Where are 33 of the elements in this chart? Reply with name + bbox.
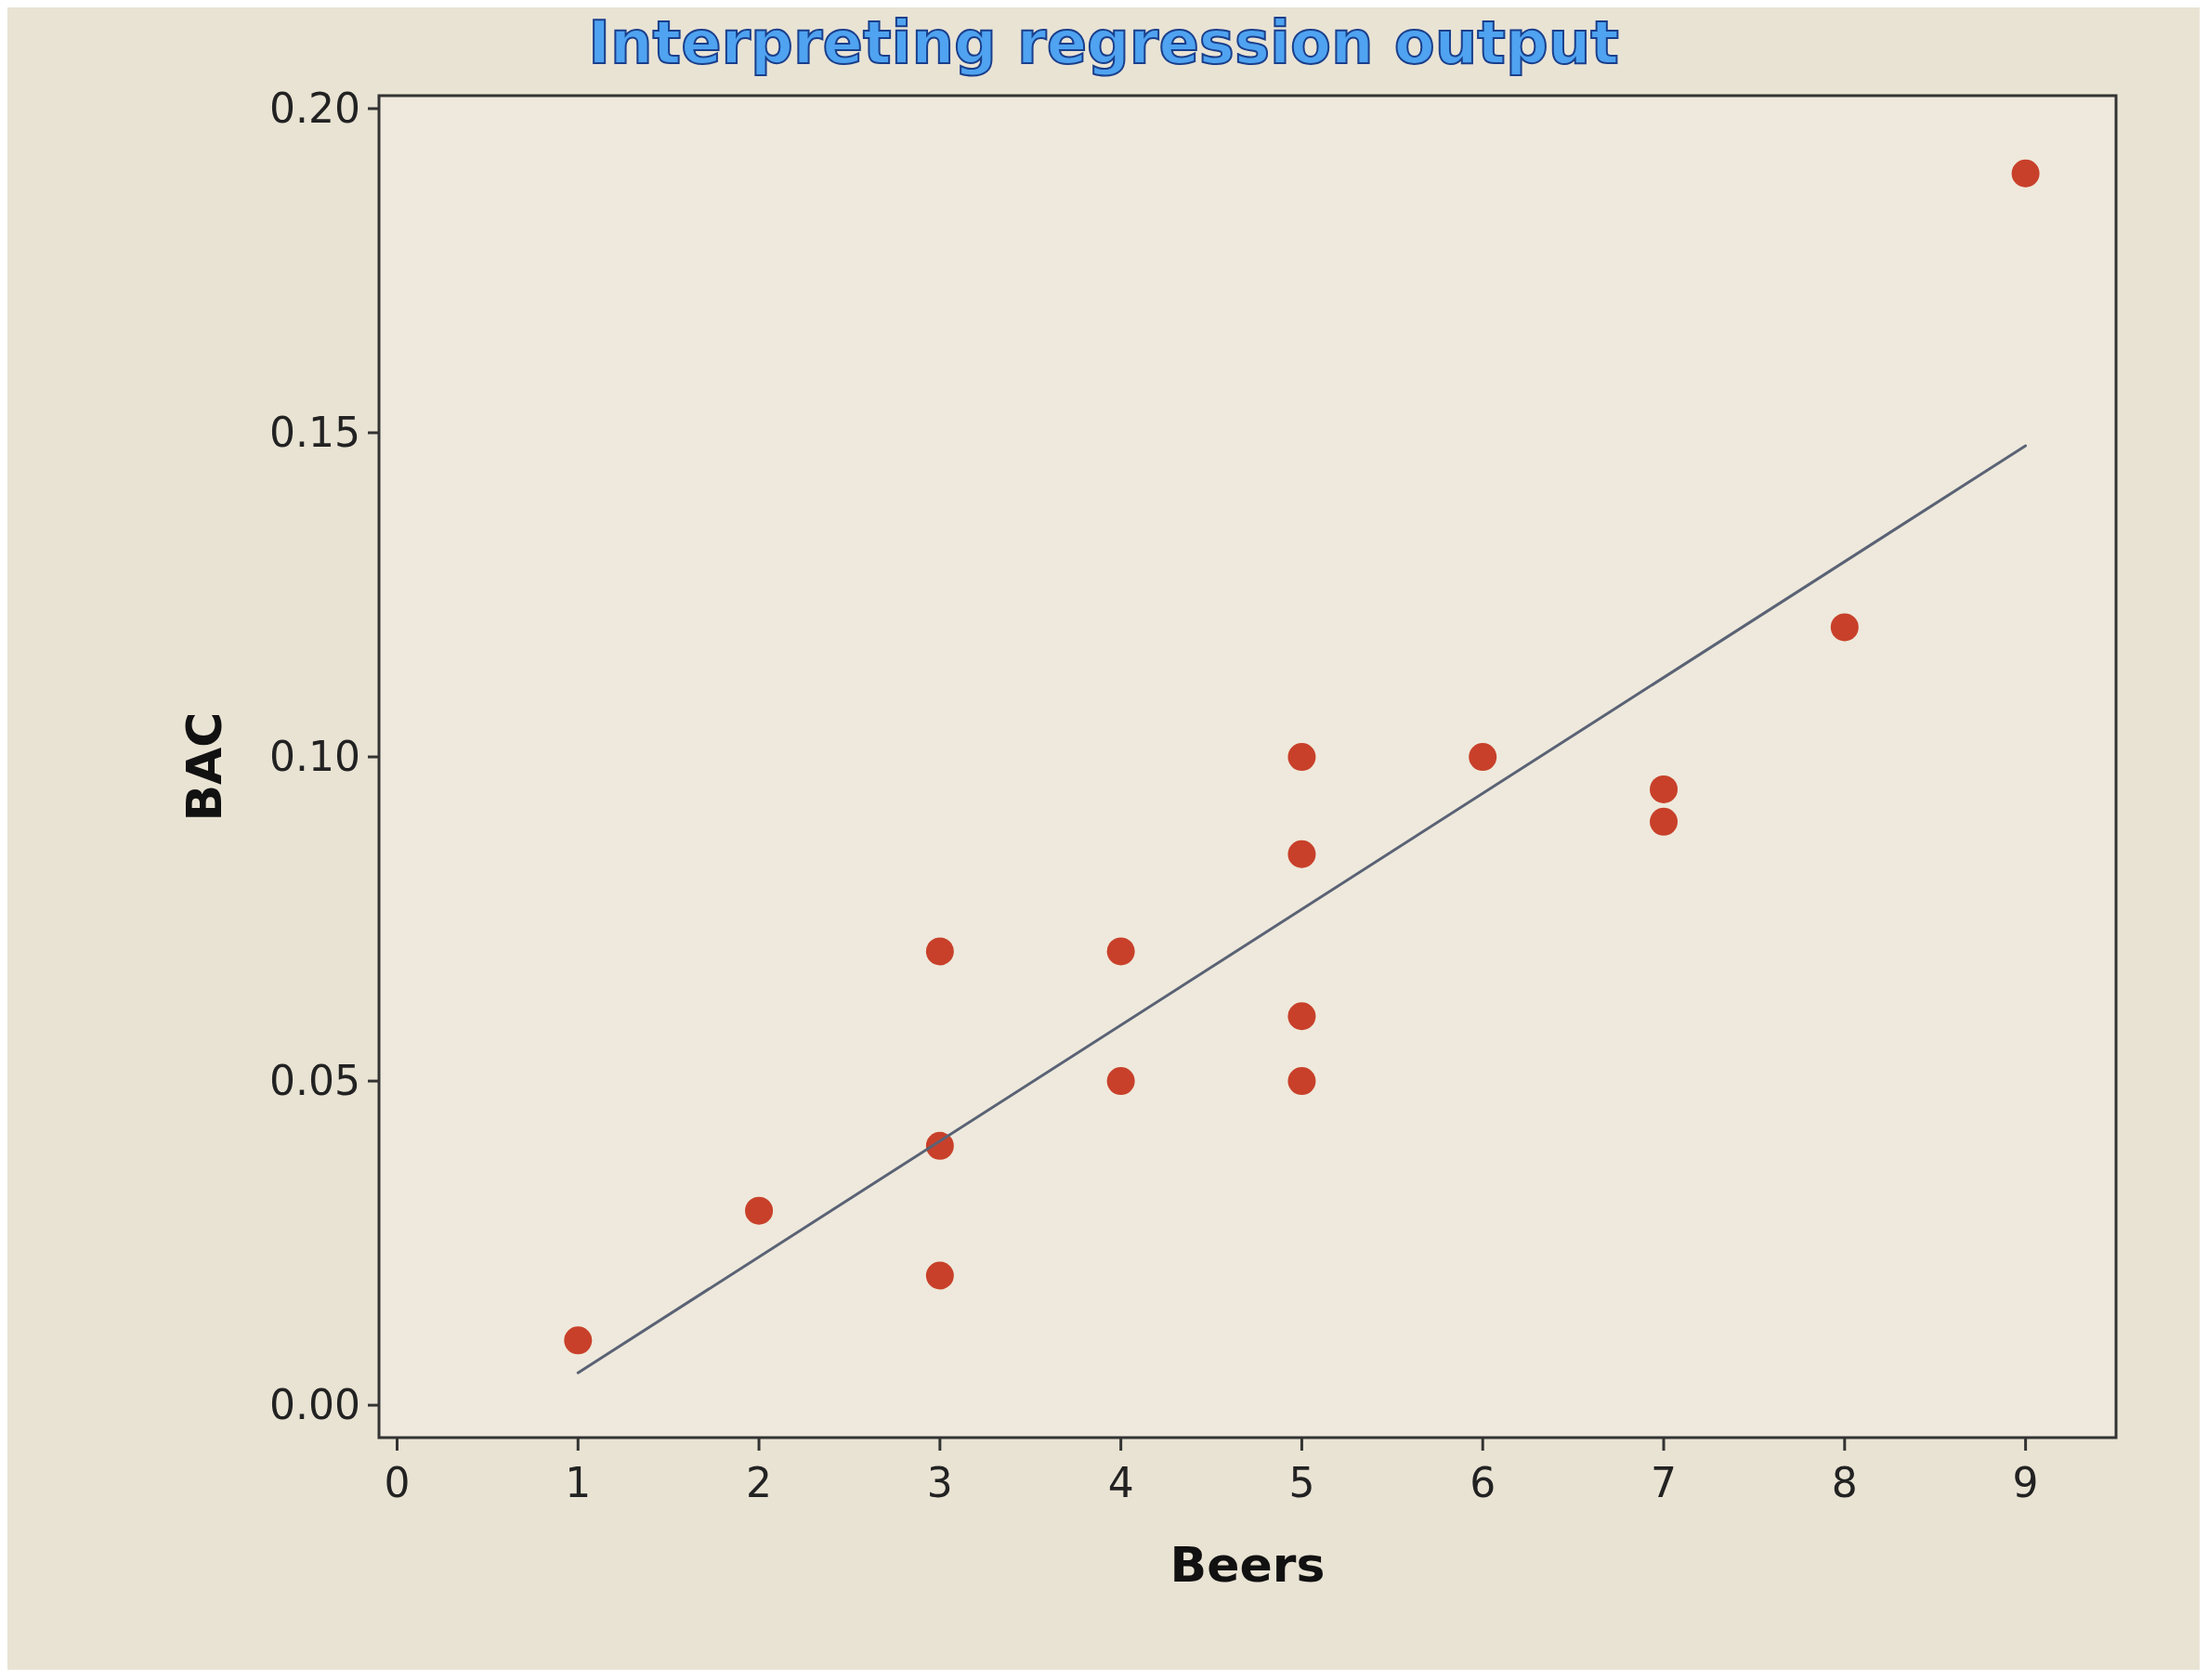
point: [1469, 743, 1497, 772]
point: [1287, 1067, 1316, 1096]
point: [1287, 1002, 1316, 1031]
point: [564, 1326, 593, 1355]
point: [1287, 840, 1316, 868]
x-tick-label: 5: [1288, 1459, 1315, 1506]
y-axis-title: BAC: [176, 711, 232, 822]
x-tick-label: 2: [746, 1459, 773, 1506]
x-tick-label: 1: [565, 1459, 592, 1506]
y-tick-label: 0.10: [269, 733, 360, 781]
point: [1287, 743, 1316, 772]
point: [1650, 807, 1679, 836]
x-tick-label: 7: [1651, 1459, 1678, 1506]
x-tick-label: 0: [384, 1459, 411, 1506]
y-tick-label: 0.05: [269, 1057, 360, 1105]
x-tick-label: 3: [926, 1459, 953, 1506]
point: [1106, 1067, 1135, 1096]
y-tick-label: 0.15: [269, 409, 360, 457]
point: [1830, 613, 1859, 642]
point: [1106, 937, 1135, 966]
point: [2011, 159, 2040, 188]
x-tick-label: 6: [1470, 1459, 1496, 1506]
point: [925, 1261, 954, 1290]
x-tick-label: 4: [1107, 1459, 1134, 1506]
y-tick-label: 0.00: [269, 1381, 360, 1429]
y-tick-label: 0.20: [269, 85, 360, 133]
point: [925, 937, 954, 966]
chart-title: Interpreting regression output: [588, 8, 1619, 77]
x-tick-label: 8: [1831, 1459, 1858, 1506]
x-tick-label: 9: [2012, 1459, 2039, 1506]
point: [745, 1196, 774, 1225]
x-axis-title: Beers: [1169, 1537, 1326, 1593]
point: [1650, 775, 1679, 803]
